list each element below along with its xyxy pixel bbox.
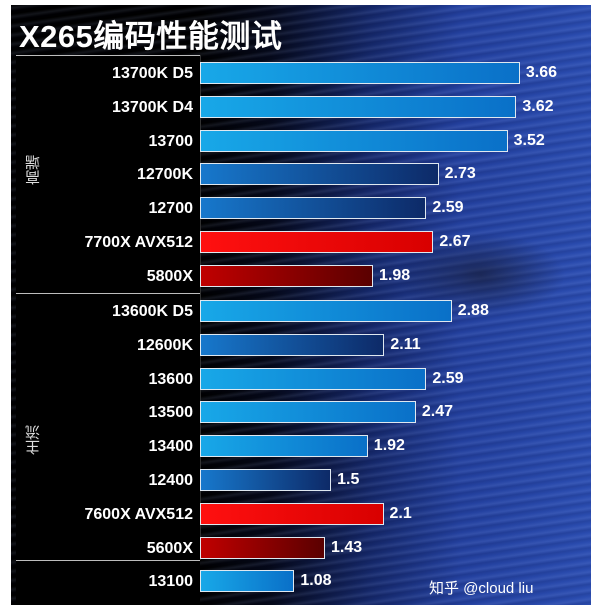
bar-row: 13600K D5 2.88 <box>11 295 591 329</box>
bar-value: 2.67 <box>439 233 471 250</box>
bar-label: 12600K <box>136 336 193 354</box>
top-divider <box>16 55 200 56</box>
bar-label: 7700X AVX512 <box>84 234 193 251</box>
bar-value: 3.66 <box>525 64 558 81</box>
bar-value: 2.1 <box>389 504 412 522</box>
bar <box>200 129 508 152</box>
bar-value: 1.08 <box>300 572 332 590</box>
bar-label: 12700 <box>148 200 194 218</box>
bar <box>200 435 368 458</box>
bar <box>200 502 384 525</box>
bar-value: 3.52 <box>513 131 545 149</box>
bar-row: 13700 3.52 <box>11 125 591 159</box>
bar <box>200 163 439 186</box>
bar-value: 1.98 <box>379 266 411 284</box>
bottom-divider <box>16 560 200 561</box>
bar-label: 12400 <box>148 472 194 489</box>
group-divider <box>16 293 200 294</box>
bar-row: 5600X 1.43 <box>11 532 591 566</box>
bar <box>200 469 332 491</box>
bar-label: 13500 <box>148 404 194 422</box>
bar-value: 2.59 <box>432 199 464 217</box>
chart-frame: X265编码性能测试 高端 主流 13700K D5 3.66 13700K D4 3… <box>11 5 591 605</box>
bar-label: 12700K <box>136 166 193 184</box>
bar <box>200 401 416 424</box>
bar <box>200 300 452 322</box>
bar-row: 7600X AVX512 2.1 <box>11 498 591 532</box>
bar-row: 13400 1.92 <box>11 430 591 464</box>
bar-label: 5800X <box>146 267 193 285</box>
bar-label: 13600 <box>148 370 194 388</box>
bar-row: 12700K 2.73 <box>11 158 591 192</box>
bar-label: 13100 <box>148 573 194 591</box>
bar-value: 3.62 <box>522 97 554 115</box>
bar <box>200 333 385 356</box>
watermark: 知乎 @cloud liu <box>429 580 534 597</box>
bar-label: 13400 <box>148 438 194 456</box>
bar-row: 5800X 1.98 <box>11 260 591 294</box>
bar <box>200 197 427 220</box>
bar-value: 2.11 <box>390 335 421 353</box>
label-panel <box>16 55 200 605</box>
bar <box>200 536 325 559</box>
chart-title: X265编码性能测试 <box>19 19 283 54</box>
bar-value: 2.73 <box>444 165 476 183</box>
bar-value: 2.88 <box>457 302 489 319</box>
bar-label: 5600X <box>146 539 193 557</box>
bar-value: 2.59 <box>432 369 464 387</box>
bar-value: 1.92 <box>373 437 405 455</box>
bar-row: 12700 2.59 <box>11 192 591 226</box>
bar-value: 1.5 <box>337 471 360 488</box>
bar-label: 13700K D5 <box>112 65 193 82</box>
bar-row: 13700K D4 3.62 <box>11 91 591 125</box>
bar-value: 2.47 <box>421 403 454 421</box>
bar-label: 13700 <box>148 132 194 150</box>
bar-row: 13500 2.47 <box>11 396 591 430</box>
bar-value: 1.43 <box>330 538 363 556</box>
bar <box>200 570 295 593</box>
bar-row: 12400 1.5 <box>11 464 591 498</box>
bar <box>200 95 517 118</box>
bar-label: 7600X AVX512 <box>84 505 193 523</box>
bar <box>200 231 434 253</box>
bar <box>200 62 520 84</box>
bar-row: 13600 2.59 <box>11 363 591 397</box>
bar <box>200 367 427 390</box>
bar-row: 13100 1.08 <box>11 565 591 599</box>
bar-row: 7700X AVX512 2.67 <box>11 226 591 260</box>
bar <box>200 264 374 287</box>
bar-label: 13700K D4 <box>112 98 193 116</box>
bar-row: 13700K D5 3.66 <box>11 57 591 91</box>
bar-row: 12600K 2.11 <box>11 329 591 363</box>
bar-label: 13600K D5 <box>112 303 193 320</box>
